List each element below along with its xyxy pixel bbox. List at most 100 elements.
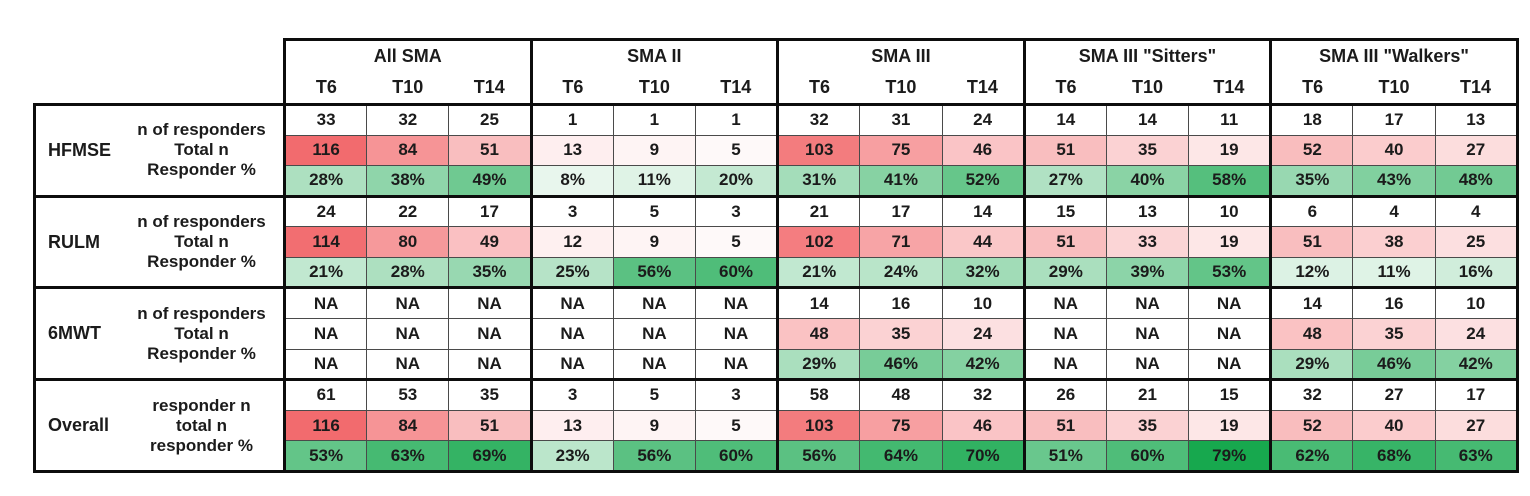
data-cell: 15 <box>1022 194 1107 228</box>
data-cell: 49 <box>448 226 532 258</box>
row-group-label-cell: Overall responder n total n responder % <box>33 378 286 473</box>
row-group-label-cell: RULM n of responders Total n Responder % <box>33 194 286 290</box>
data-cell: 9 <box>612 226 696 258</box>
table-row: 116 84 51 13 9 5 103 75 46 51 35 19 52 40 27 <box>35 409 1519 442</box>
metric-label: Responder % <box>147 252 256 272</box>
data-cell: 1 <box>694 103 779 136</box>
data-cell: 52 <box>1269 134 1354 167</box>
data-cell: 48 <box>776 318 861 350</box>
metric-label: Responder % <box>147 343 256 363</box>
data-cell: 35 <box>859 318 943 350</box>
data-cell: 23% <box>529 440 614 473</box>
data-cell: 114 <box>282 226 368 258</box>
data-cell: 40% <box>1105 165 1190 198</box>
data-cell: NA <box>366 286 450 320</box>
data-cell: 27 <box>1434 409 1519 442</box>
column-group-header: SMA III <box>776 38 1026 73</box>
row-group-label-inner: Overall responder n total n responder % <box>36 396 283 456</box>
data-cell: 1 <box>529 103 614 136</box>
data-cell: 10 <box>1188 194 1272 228</box>
data-cell: 14 <box>1022 103 1107 136</box>
data-cell: NA <box>282 286 368 320</box>
data-cell: 21% <box>776 256 861 290</box>
timepoint-header: T10 <box>1352 72 1436 106</box>
data-cell: NA <box>1022 318 1107 350</box>
data-cell: 51% <box>1022 440 1107 473</box>
data-cell: 116 <box>282 409 368 442</box>
data-cell: NA <box>1188 348 1272 382</box>
data-cell: NA <box>694 318 779 350</box>
data-cell: 42% <box>941 348 1025 382</box>
row-group-name: HFMSE <box>48 139 111 160</box>
data-cell: 22 <box>366 194 450 228</box>
data-cell: 84 <box>366 409 450 442</box>
data-cell: 8% <box>529 165 614 198</box>
heatmap-table: All SMA SMA II SMA III SMA III "Sitters" SMA… <box>33 38 1519 473</box>
data-cell: 19 <box>1188 226 1272 258</box>
data-cell: 27 <box>1434 134 1519 167</box>
data-cell: 32% <box>941 256 1025 290</box>
timepoint-header: T14 <box>448 72 532 106</box>
metric-label: responder % <box>150 435 253 455</box>
data-cell: 15 <box>1188 378 1272 411</box>
data-cell: 35% <box>1269 165 1354 198</box>
data-cell: 75 <box>859 409 943 442</box>
data-cell: 58 <box>776 378 861 411</box>
table-row: 6MWT n of responders Total n Responder % NA N… <box>33 286 1519 382</box>
data-cell: 35 <box>1105 134 1190 167</box>
row-group-label-inner: 6MWT n of responders Total n Responder % <box>36 304 283 364</box>
data-cell: 5 <box>694 226 779 258</box>
data-cell: NA <box>282 318 368 350</box>
data-cell: 40 <box>1352 134 1436 167</box>
data-cell: 10 <box>1434 286 1519 320</box>
data-cell: NA <box>529 348 614 382</box>
data-cell: 12% <box>1269 256 1354 290</box>
data-cell: 63% <box>1434 440 1519 473</box>
data-cell: 21 <box>776 194 861 228</box>
data-cell: 56% <box>612 256 696 290</box>
table-row: HFMSE n of responders Total n Responder % 33… <box>33 103 1519 198</box>
metric-labels: responder n total n responder % <box>124 396 283 456</box>
data-cell: 24 <box>1434 318 1519 350</box>
data-cell: 21 <box>1105 378 1190 411</box>
data-cell: 68% <box>1352 440 1436 473</box>
data-cell: NA <box>448 348 532 382</box>
data-cell: 21% <box>282 256 368 290</box>
data-cell: 14 <box>1269 286 1354 320</box>
metric-labels: n of responders Total n Responder % <box>124 120 283 180</box>
metric-label: n of responders <box>137 303 266 323</box>
data-cell: 4 <box>1434 194 1519 228</box>
metric-label: responder n <box>152 395 251 415</box>
table-row: 28% 38% 49% 8% 11% 20% 31% 41% 52% 27% 40% 58% 35% 43… <box>35 165 1519 198</box>
data-cell: 32 <box>366 103 450 136</box>
table-row: Overall responder n total n responder % 61 53… <box>33 378 1519 473</box>
data-cell: 46% <box>859 348 943 382</box>
table-row: 114 80 49 12 9 5 102 71 44 51 33 19 51 38 25 <box>35 226 1519 258</box>
data-cell: 32 <box>1269 378 1354 411</box>
data-cell: 60% <box>694 256 779 290</box>
data-cell: NA <box>448 286 532 320</box>
data-cell: 53% <box>282 440 368 473</box>
data-cell: 16 <box>859 286 943 320</box>
metric-label: Total n <box>174 140 229 160</box>
row-group-label-inner: RULM n of responders Total n Responder % <box>36 212 283 272</box>
data-cell: NA <box>612 286 696 320</box>
data-cell: 14 <box>941 194 1025 228</box>
data-cell: 46% <box>1352 348 1436 382</box>
data-cell: 24 <box>282 194 368 228</box>
metric-label: n of responders <box>137 120 266 140</box>
data-cell: NA <box>694 286 779 320</box>
timepoint-header: T14 <box>695 72 778 106</box>
data-cell: 35 <box>1105 409 1190 442</box>
data-cell: 3 <box>529 378 614 411</box>
data-cell: 51 <box>1022 409 1107 442</box>
data-cell: 84 <box>366 134 450 167</box>
data-cell: 48 <box>859 378 943 411</box>
timepoint-header: T10 <box>366 72 449 106</box>
data-cell: 40 <box>1352 409 1436 442</box>
data-cell: 39% <box>1105 256 1190 290</box>
data-cell: 33 <box>1105 226 1190 258</box>
data-cell: 46 <box>941 134 1025 167</box>
data-cell: NA <box>1105 318 1190 350</box>
timepoint-header: T6 <box>529 72 614 106</box>
